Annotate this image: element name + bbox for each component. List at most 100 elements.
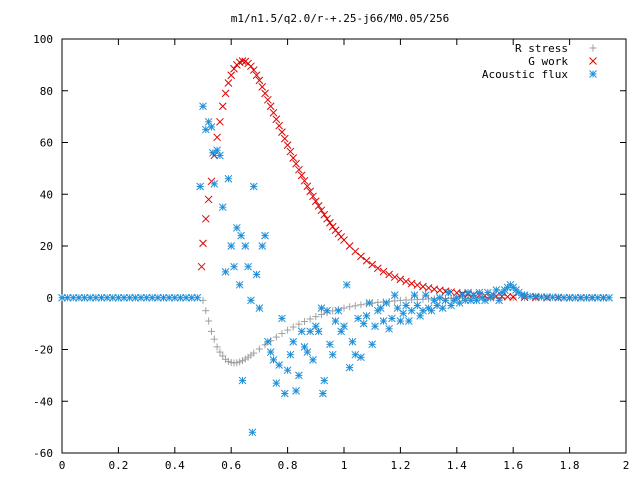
- data-point: [388, 314, 396, 323]
- data-point: [309, 355, 317, 364]
- data-point: [323, 214, 331, 223]
- data-point: [241, 242, 250, 250]
- data-point: [238, 376, 247, 385]
- data-point: [216, 348, 224, 356]
- data-point: [362, 312, 371, 320]
- data-point: [340, 322, 348, 331]
- data-point: [289, 337, 298, 346]
- data-point: [351, 247, 360, 256]
- x-tick-label: 0.6: [221, 459, 241, 472]
- data-point: [318, 389, 327, 398]
- legend-label: G work: [528, 55, 568, 68]
- data-point: [210, 335, 218, 343]
- data-point: [227, 71, 236, 80]
- data-point: [407, 279, 416, 288]
- data-point: [368, 260, 377, 269]
- data-point: [275, 121, 283, 130]
- data-point: [362, 256, 371, 265]
- data-point: [295, 371, 303, 380]
- legend-marker: [589, 44, 597, 52]
- legend-label: Acoustic flux: [482, 68, 568, 81]
- data-point: [396, 317, 405, 325]
- data-point: [238, 57, 247, 65]
- data-point: [272, 333, 280, 341]
- data-point: [258, 242, 267, 250]
- data-point: [199, 102, 207, 111]
- x-tick-label: 1: [341, 459, 348, 472]
- data-point: [303, 182, 312, 191]
- data-point: [247, 62, 255, 71]
- data-point: [283, 366, 292, 375]
- data-point: [399, 309, 408, 318]
- data-point: [300, 176, 309, 185]
- data-point: [328, 222, 337, 231]
- data-point: [328, 350, 337, 359]
- data-point: [368, 340, 377, 349]
- data-point: [334, 306, 343, 315]
- y-tick-label: -60: [33, 447, 53, 460]
- data-point: [230, 262, 238, 271]
- data-point: [284, 326, 292, 334]
- y-tick-label: 60: [40, 137, 53, 150]
- data-marks: [58, 57, 613, 437]
- y-tick-label: 80: [40, 85, 53, 98]
- data-point: [548, 293, 557, 302]
- data-point: [309, 192, 317, 201]
- data-point: [577, 293, 585, 302]
- data-point: [297, 171, 306, 180]
- data-point: [342, 280, 351, 289]
- data-point: [289, 323, 297, 331]
- data-point: [509, 294, 517, 302]
- data-point: [193, 293, 202, 302]
- data-point: [565, 293, 574, 302]
- data-point: [250, 349, 258, 357]
- data-point: [258, 83, 267, 91]
- data-point: [317, 311, 325, 319]
- data-point: [314, 202, 323, 210]
- data-point: [86, 293, 95, 302]
- data-point: [213, 133, 221, 142]
- legend-label: R stress: [515, 42, 568, 55]
- data-point: [365, 299, 374, 307]
- data-point: [306, 187, 315, 196]
- data-point: [261, 231, 269, 240]
- chart-title: m1/n1.5/q2.0/r-+.25-j66/M0.05/256: [231, 12, 450, 25]
- data-point: [255, 76, 264, 85]
- data-point: [402, 277, 410, 286]
- data-point: [301, 318, 309, 326]
- x-tick-label: 0: [59, 459, 66, 472]
- data-point: [255, 345, 263, 353]
- data-point: [297, 327, 306, 336]
- data-point: [199, 239, 207, 248]
- data-point: [303, 348, 312, 356]
- data-point: [323, 306, 331, 315]
- data-point: [264, 95, 272, 104]
- data-point: [509, 293, 518, 301]
- data-point: [286, 350, 295, 359]
- data-point: [286, 147, 295, 156]
- data-point: [495, 296, 503, 305]
- legend-marker: [589, 70, 597, 78]
- data-point: [345, 363, 354, 372]
- x-tick-label: 0.4: [165, 459, 185, 472]
- data-point: [227, 242, 236, 250]
- data-point: [359, 319, 368, 328]
- data-point: [201, 214, 210, 223]
- y-tick-label: 100: [33, 33, 53, 46]
- data-point: [221, 268, 230, 276]
- data-point: [197, 262, 206, 271]
- data-point: [438, 304, 447, 312]
- data-point: [216, 151, 224, 160]
- data-point: [235, 280, 244, 289]
- data-point: [390, 273, 399, 281]
- data-point: [413, 281, 422, 289]
- x-tick-label: 1.2: [390, 459, 410, 472]
- y-tick-label: -40: [33, 395, 53, 408]
- data-point: [326, 218, 334, 227]
- data-point: [278, 314, 286, 323]
- data-point: [205, 317, 213, 325]
- data-point: [207, 123, 216, 131]
- data-point: [379, 317, 388, 325]
- data-point: [269, 108, 278, 117]
- data-point: [261, 89, 269, 98]
